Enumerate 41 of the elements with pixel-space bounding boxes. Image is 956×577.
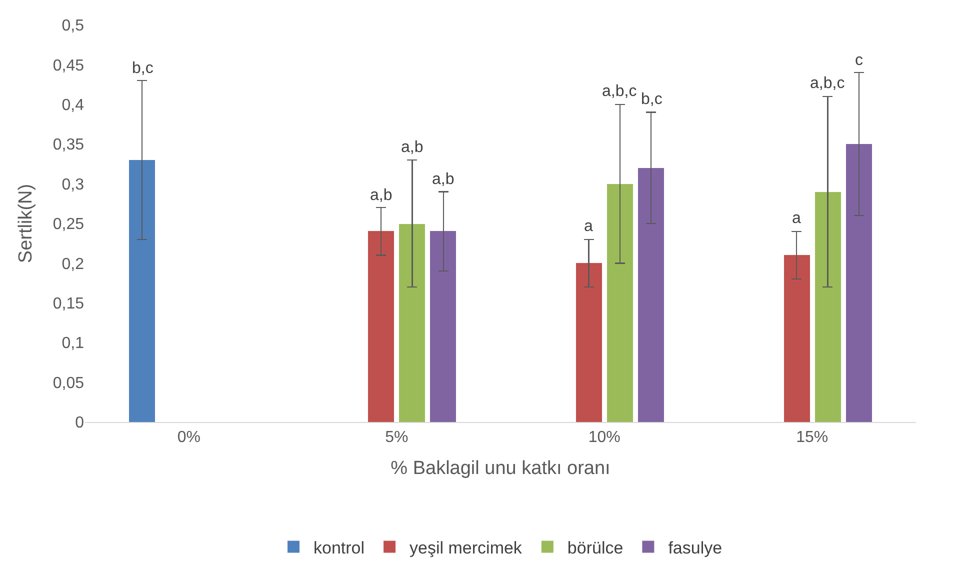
bar <box>129 160 155 422</box>
bar <box>368 231 394 422</box>
legend-label: börülce <box>567 538 624 558</box>
bar <box>576 263 602 422</box>
bar <box>846 144 872 422</box>
y-tick-label: 0,1 <box>62 335 84 352</box>
bar <box>784 255 810 422</box>
y-axis-title: Sertlik(N) <box>16 184 37 264</box>
legend-label: fasulye <box>668 538 722 558</box>
x-tick-label: 5% <box>385 429 408 446</box>
y-tick-label: 0,3 <box>62 176 84 194</box>
annotation: a,b <box>370 187 392 204</box>
x-tick-label: 15% <box>796 429 828 446</box>
legend-label: yeşil mercimek <box>410 538 522 558</box>
annotation: b,c <box>132 60 154 77</box>
y-tick-label: 0,35 <box>52 136 84 154</box>
y-tick-label: 0,5 <box>62 18 84 35</box>
bar <box>399 224 425 422</box>
y-tick-label: 0,15 <box>52 296 84 312</box>
y-tick-label: 0,2 <box>62 256 84 273</box>
annotation: a <box>584 218 593 235</box>
y-tick-label: 0,45 <box>52 57 84 74</box>
annotation: a,b,c <box>602 83 637 100</box>
bar <box>430 231 456 422</box>
y-tick-label: 0,25 <box>52 216 84 234</box>
y-tick-label: 0,4 <box>62 97 84 114</box>
annotation: b,c <box>641 91 662 108</box>
bar <box>638 168 664 422</box>
bar <box>815 192 841 422</box>
annotation: a,b <box>401 139 424 156</box>
bar <box>607 184 633 422</box>
x-tick-label: 0% <box>177 429 200 446</box>
y-tick-label: 0 <box>75 414 84 432</box>
x-axis-title: % Baklagil unu katkı oranı <box>390 458 610 479</box>
y-tick-label: 0,05 <box>52 374 84 392</box>
annotation: a,b <box>432 171 454 188</box>
annotation: a <box>792 210 801 227</box>
x-tick-label: 10% <box>588 429 620 446</box>
annotation: a,b,c <box>810 75 845 92</box>
annotation: c <box>855 52 863 69</box>
legend-label: kontrol <box>314 538 365 558</box>
